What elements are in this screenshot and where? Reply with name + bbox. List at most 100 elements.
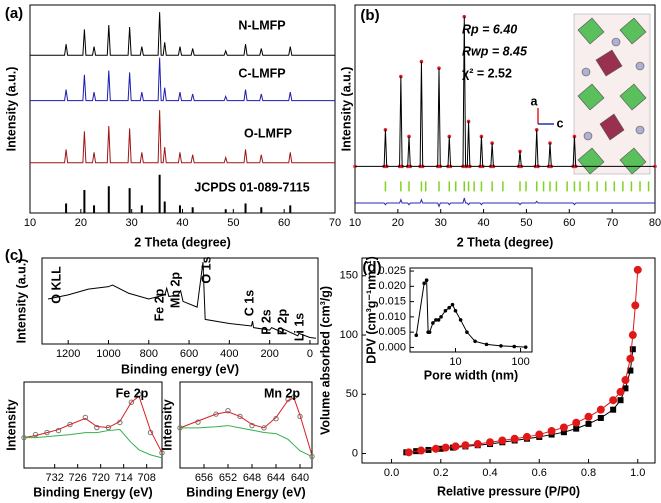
marker bbox=[626, 354, 635, 363]
marker bbox=[596, 405, 605, 414]
series-line bbox=[355, 197, 655, 208]
x-tick-label: 732 bbox=[45, 472, 63, 484]
peak-label: O KLL bbox=[49, 266, 63, 304]
marker bbox=[458, 318, 463, 322]
marker bbox=[439, 315, 443, 319]
marker bbox=[436, 318, 441, 322]
x-tick-label: 648 bbox=[243, 472, 261, 484]
y-axis-label: Intensity bbox=[4, 399, 18, 450]
marker bbox=[450, 302, 455, 307]
marker bbox=[443, 308, 448, 313]
octahedron bbox=[619, 83, 647, 111]
marker bbox=[465, 330, 469, 334]
x-tick-label: 644 bbox=[267, 472, 285, 484]
series-line bbox=[355, 16, 655, 167]
tetrahedron bbox=[599, 113, 625, 141]
atom bbox=[635, 125, 645, 135]
series-line bbox=[30, 110, 335, 164]
peak-label: P 2p bbox=[275, 309, 289, 336]
octahedron bbox=[577, 17, 605, 45]
marker bbox=[82, 414, 89, 421]
x-axis-label: Binding energy (eV) bbox=[121, 362, 239, 376]
marker bbox=[473, 440, 482, 449]
x-tick-label: 70 bbox=[606, 217, 618, 229]
x-axis-label: Binding Energy (eV) bbox=[33, 485, 152, 499]
marker bbox=[434, 318, 438, 322]
marker bbox=[427, 330, 432, 334]
x-tick-label: 708 bbox=[137, 472, 155, 484]
x-axis-label: Relative pressure (P/P0) bbox=[437, 484, 580, 498]
x-tick-label: 656 bbox=[195, 472, 213, 484]
marker bbox=[261, 425, 267, 431]
panel-label: (b) bbox=[360, 7, 379, 24]
tetrahedron bbox=[595, 49, 623, 77]
x-tick-label: 640 bbox=[291, 472, 309, 484]
y-axis-label: Intensity (a.u.) bbox=[14, 259, 28, 344]
y-tick-label: 150 bbox=[340, 270, 358, 282]
marker bbox=[94, 424, 100, 431]
plot-frame bbox=[41, 257, 319, 345]
y-axis-label: Intensity bbox=[160, 399, 174, 450]
marker bbox=[225, 407, 231, 414]
marker bbox=[573, 425, 580, 432]
y-axis-label: Volume absorbed (cm³/g) bbox=[318, 286, 332, 435]
marker bbox=[627, 367, 634, 374]
crystal-structure bbox=[573, 13, 651, 175]
subplot-title: Mn 2p bbox=[264, 386, 300, 400]
y-tick-label: 0.010 bbox=[378, 311, 406, 323]
y-tick-label: 0.015 bbox=[378, 296, 406, 308]
x-tick-label: 50 bbox=[227, 217, 239, 229]
x-tick-label: 800 bbox=[140, 348, 158, 360]
x-tick-label: 10 bbox=[349, 217, 361, 229]
marker bbox=[609, 396, 618, 405]
series-line bbox=[180, 425, 313, 457]
marker bbox=[631, 301, 640, 310]
y-tick-label: 0.005 bbox=[378, 326, 406, 338]
plot-frame bbox=[409, 267, 533, 353]
x-tick-label: 1000 bbox=[96, 348, 120, 360]
marker bbox=[67, 421, 73, 428]
x-axis-label: Pore width (nm) bbox=[424, 368, 518, 382]
octahedron bbox=[577, 147, 605, 175]
marker bbox=[128, 399, 135, 405]
x-tick-label: 1.0 bbox=[630, 467, 645, 479]
series-line bbox=[30, 57, 335, 102]
x-tick-label: 1200 bbox=[56, 348, 80, 360]
peak-label: O 1s bbox=[199, 256, 213, 283]
marker bbox=[633, 265, 642, 274]
panel-label: (d) bbox=[362, 259, 381, 276]
x-tick-label: 720 bbox=[91, 472, 109, 484]
x-tick-label: 726 bbox=[68, 472, 86, 484]
annotation: χ² = 2.52 bbox=[462, 66, 512, 80]
y-tick-label: 100 bbox=[340, 329, 358, 341]
x-tick-label: 70 bbox=[329, 217, 341, 229]
x-tick-label: 652 bbox=[219, 472, 237, 484]
plot-frame bbox=[179, 381, 313, 469]
x-tick-label: 0.8 bbox=[581, 467, 596, 479]
panel-label: (c) bbox=[5, 247, 23, 264]
marker bbox=[547, 427, 556, 436]
marker bbox=[560, 429, 567, 436]
x-tick-label: 200 bbox=[260, 348, 278, 360]
x-tick-label: 400 bbox=[220, 348, 238, 360]
peak-label: Mn 2p bbox=[168, 272, 182, 308]
x-tick-label: 100 bbox=[511, 356, 529, 368]
plot-frame bbox=[23, 381, 163, 469]
plot-frame bbox=[361, 257, 656, 464]
octahedron bbox=[577, 83, 605, 111]
x-tick-label: 60 bbox=[563, 217, 575, 229]
marker bbox=[414, 333, 419, 338]
marker bbox=[622, 385, 629, 392]
x-tick-label: 0.6 bbox=[532, 467, 547, 479]
series-line bbox=[415, 278, 526, 348]
marker bbox=[484, 342, 489, 347]
x-tick-label: 20 bbox=[392, 217, 404, 229]
marker bbox=[617, 397, 624, 404]
series-label: O-LMFP bbox=[244, 126, 292, 140]
subplot-title: Fe 2p bbox=[116, 386, 149, 400]
panel-label: (a) bbox=[5, 5, 23, 22]
axes-icon bbox=[537, 108, 554, 125]
marker bbox=[628, 331, 637, 340]
marker bbox=[461, 441, 470, 450]
annotation: Rp = 6.40 bbox=[462, 22, 517, 36]
